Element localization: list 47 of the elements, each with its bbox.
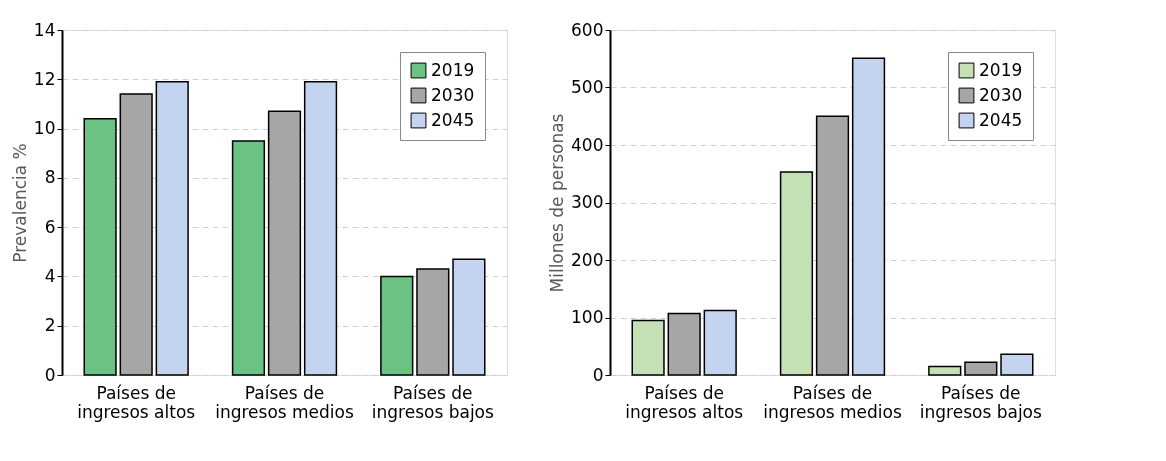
bar	[631, 319, 665, 376]
bar	[815, 115, 850, 376]
y-tick-label: 6	[44, 216, 56, 237]
x-tick-label: Países de ingresos bajos	[371, 382, 495, 422]
bar	[667, 312, 701, 376]
y-tick-label: 200	[571, 249, 604, 270]
y-tick-label: 500	[571, 77, 604, 97]
y-tick-label: 0	[44, 364, 56, 385]
y-tick-label: 600	[571, 19, 604, 40]
bar	[231, 140, 266, 376]
y-tick-label: 100	[571, 307, 604, 327]
bar	[303, 81, 338, 376]
bar	[83, 117, 117, 376]
x-tick-label: Países de ingresos bajos	[919, 382, 1043, 422]
legend-label: 2019	[431, 59, 475, 80]
legend-label: 2045	[431, 109, 475, 130]
y-tick-label: 10	[33, 118, 56, 139]
bar	[155, 81, 189, 376]
x-tick-label: Países de ingresos medios	[763, 382, 902, 422]
y-tick-label: 14	[33, 19, 56, 40]
x-tick-label: Países de ingresos altos	[625, 382, 744, 422]
y-tick-label: 400	[571, 134, 604, 155]
y-axis-title: Millones de personas	[547, 113, 568, 293]
legend-label: 2045	[979, 109, 1023, 130]
bar	[119, 93, 153, 376]
y-tick-label: 8	[44, 167, 56, 188]
bar	[851, 57, 886, 376]
bar	[1000, 353, 1034, 376]
bar	[452, 258, 486, 376]
y-tick-label: 300	[571, 192, 604, 212]
legend-label: 2030	[431, 84, 475, 105]
x-tick-label: Países de ingresos medios	[215, 382, 354, 422]
bar	[380, 275, 414, 376]
bar	[928, 365, 962, 376]
y-tick-label: 0	[592, 364, 604, 385]
y-axis-title: Prevalencia %	[9, 143, 30, 263]
y-tick-label: 2	[44, 315, 56, 336]
bar	[703, 309, 737, 376]
bar	[416, 268, 450, 376]
bar	[964, 361, 998, 376]
y-tick-label: 12	[33, 68, 56, 89]
legend-label: 2019	[979, 59, 1023, 80]
x-tick-label: Países de ingresos altos	[77, 382, 196, 422]
bar	[267, 110, 302, 376]
legend-label: 2030	[979, 84, 1023, 105]
y-tick-label: 4	[44, 265, 56, 286]
bar	[779, 171, 814, 376]
